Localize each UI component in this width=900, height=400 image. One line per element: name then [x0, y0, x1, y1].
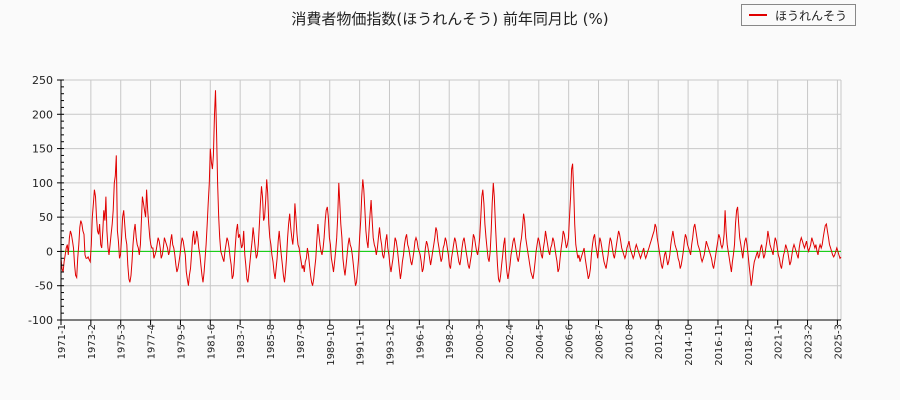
svg-text:1983-7: 1983-7 — [236, 324, 247, 359]
svg-text:1991-11: 1991-11 — [356, 324, 367, 366]
svg-text:200: 200 — [32, 108, 53, 121]
svg-text:2002-4: 2002-4 — [505, 324, 516, 359]
svg-text:2014-10: 2014-10 — [684, 324, 695, 366]
svg-text:2018-12: 2018-12 — [744, 324, 755, 366]
svg-text:2023-2: 2023-2 — [804, 324, 815, 359]
svg-text:100: 100 — [32, 177, 53, 190]
legend: ほうれんそう — [741, 4, 856, 26]
svg-text:2016-11: 2016-11 — [714, 324, 725, 366]
svg-text:2006-6: 2006-6 — [565, 324, 576, 359]
svg-text:50: 50 — [39, 211, 53, 224]
svg-text:1973-2: 1973-2 — [87, 324, 98, 359]
legend-label: ほうれんそう — [775, 8, 848, 23]
svg-text:1971-1: 1971-1 — [57, 324, 68, 359]
svg-text:1993-12: 1993-12 — [385, 324, 396, 366]
axes — [60, 80, 841, 321]
svg-text:2021-1: 2021-1 — [774, 324, 785, 359]
svg-text:2010-8: 2010-8 — [624, 324, 635, 359]
svg-text:1996-1: 1996-1 — [415, 324, 426, 359]
series-line-hourensou — [60, 90, 842, 286]
svg-text:2012-9: 2012-9 — [654, 324, 665, 359]
svg-text:1989-10: 1989-10 — [326, 324, 337, 366]
svg-text:2025-3: 2025-3 — [833, 324, 844, 359]
svg-text:1985-8: 1985-8 — [266, 324, 277, 359]
chart-title: 消費者物価指数(ほうれんそう) 前年同月比 (%) — [291, 10, 609, 28]
svg-text:1977-4: 1977-4 — [147, 324, 158, 359]
svg-text:1981-6: 1981-6 — [206, 324, 217, 359]
svg-text:1979-5: 1979-5 — [176, 324, 187, 359]
svg-text:250: 250 — [32, 74, 53, 87]
svg-text:1998-2: 1998-2 — [445, 324, 456, 359]
svg-text:150: 150 — [32, 143, 53, 156]
x-axis-ticks: 1971-1 1973-2 1975-3 1977-4 1979-5 1981-6 1983… — [57, 320, 844, 366]
svg-text:-100: -100 — [28, 314, 53, 327]
svg-text:2008-7: 2008-7 — [595, 324, 606, 359]
y-axis-ticks: 250 200 150 100 50 0 -50 -100 — [28, 74, 64, 327]
grid-lines — [61, 79, 842, 321]
legend-line-swatch-icon — [749, 14, 767, 16]
svg-text:2004-5: 2004-5 — [535, 324, 546, 359]
svg-text:2000-3: 2000-3 — [475, 324, 486, 359]
svg-text:1975-3: 1975-3 — [117, 324, 128, 359]
svg-text:0: 0 — [46, 245, 53, 258]
svg-text:-50: -50 — [35, 280, 53, 293]
svg-text:1987-9: 1987-9 — [296, 324, 307, 359]
